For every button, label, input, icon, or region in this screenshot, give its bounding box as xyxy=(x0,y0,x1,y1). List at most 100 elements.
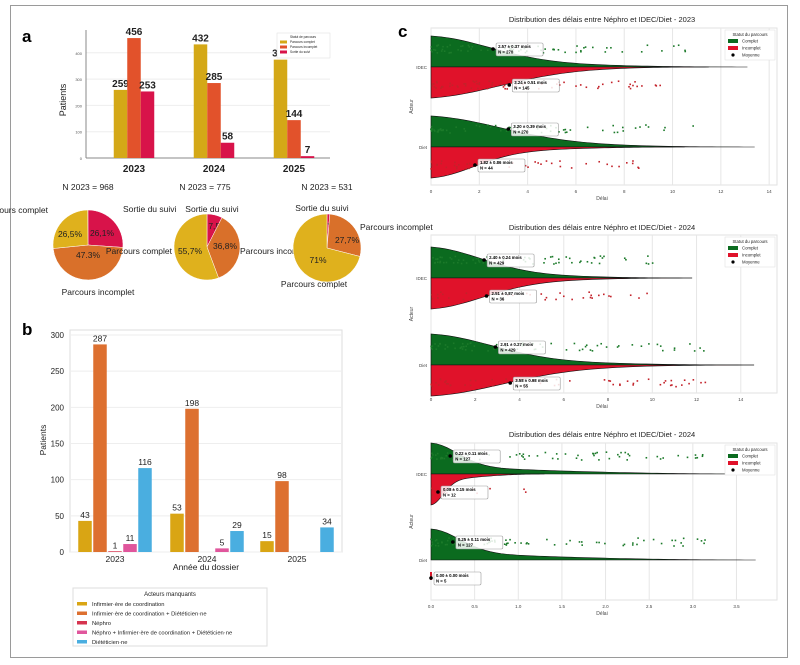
data-point xyxy=(434,539,437,542)
data-point xyxy=(611,165,613,168)
data-point xyxy=(544,48,546,50)
data-point xyxy=(552,48,555,51)
pie-slice-label: Sortie du suivi xyxy=(123,204,176,214)
data-point xyxy=(617,345,620,347)
legend: Acteurs manquants Infirmier·ère de coordi… xyxy=(72,587,268,647)
data-point xyxy=(431,297,434,300)
data-point xyxy=(536,455,539,457)
data-point xyxy=(435,381,437,384)
data-point xyxy=(472,259,474,261)
data-point xyxy=(564,51,566,54)
data-point xyxy=(601,257,604,259)
data-point xyxy=(584,46,587,48)
legend-swatch xyxy=(77,602,87,606)
data-point xyxy=(585,344,588,347)
legend-mean-marker xyxy=(731,53,735,57)
data-point xyxy=(430,457,432,460)
pie-percent-label: 71% xyxy=(309,255,326,265)
data-point xyxy=(447,382,449,385)
data-point xyxy=(514,542,516,544)
legend-label: Sortie du suivi xyxy=(290,50,310,54)
annotation-mean: 0.25 ± 0.11 mois xyxy=(458,537,491,542)
data-point xyxy=(433,489,436,492)
data-point xyxy=(430,574,433,576)
pie-percent-label: 36,8% xyxy=(213,241,238,251)
data-point xyxy=(631,344,634,346)
legend-title: Acteurs manquants xyxy=(144,592,196,598)
data-point xyxy=(454,347,456,350)
annotation-n: N = 36 xyxy=(492,297,505,302)
data-point xyxy=(610,46,612,49)
data-point xyxy=(622,544,625,547)
data-point xyxy=(632,382,635,385)
pie-slice-label: Sortie du suivi xyxy=(185,204,238,214)
pie-percent-label: 55,7% xyxy=(178,246,203,256)
data-point xyxy=(430,487,433,490)
data-point xyxy=(464,384,466,386)
legend-swatch xyxy=(728,461,738,465)
data-point xyxy=(470,87,473,90)
x-tick-label: 12 xyxy=(694,397,700,402)
data-point xyxy=(431,494,434,496)
bar-parcours-incomplet xyxy=(287,120,301,158)
annotation-box xyxy=(495,42,544,57)
annotation-mean: 2.91 ± 0.27 mois xyxy=(500,342,533,347)
data-point xyxy=(608,379,610,382)
data-point xyxy=(478,261,481,263)
data-point xyxy=(616,346,619,348)
legend-label: Complet xyxy=(742,39,759,44)
data-point xyxy=(463,345,465,348)
annotation-box xyxy=(489,289,537,304)
data-point xyxy=(441,293,444,296)
data-point xyxy=(457,86,459,88)
data-point xyxy=(431,293,433,296)
data-point xyxy=(505,544,508,546)
data-point xyxy=(586,260,589,263)
data-point xyxy=(544,298,547,301)
data-point xyxy=(437,297,439,300)
data-point xyxy=(478,82,481,84)
x-tick-label: 8 xyxy=(623,189,626,194)
bar xyxy=(78,520,92,552)
data-point xyxy=(602,293,605,296)
violin-chart-1: Distribution des délais entre Néphro et … xyxy=(409,15,778,202)
data-point xyxy=(558,84,561,86)
data-point xyxy=(557,48,560,51)
data-point xyxy=(446,452,449,454)
data-point xyxy=(637,537,639,539)
annotation-mean: 3.24 ± 0.51 mois xyxy=(514,80,547,85)
chart-title: Distribution des délais entre Néphro et … xyxy=(509,430,695,439)
data-point xyxy=(618,455,621,458)
data-point xyxy=(451,84,454,87)
panel-label-c: c xyxy=(398,22,407,41)
bar-value-label: 15 xyxy=(262,530,272,540)
data-point xyxy=(620,451,622,454)
x-axis-label: Délai xyxy=(596,404,607,410)
data-point xyxy=(437,345,440,347)
data-point xyxy=(449,85,451,88)
data-point xyxy=(545,296,548,299)
pie-slice xyxy=(292,213,361,283)
data-point xyxy=(579,84,582,86)
annotation-n: N = 44 xyxy=(480,166,493,171)
pie-slice-label: Parcours incomplet xyxy=(240,246,313,256)
legend-label: Incomplet xyxy=(742,46,761,51)
data-point xyxy=(457,261,459,264)
data-point xyxy=(632,84,634,87)
bar-value-label: 53 xyxy=(172,503,182,513)
mean-marker xyxy=(506,127,511,131)
annotation-box xyxy=(498,340,546,355)
x-tick-label: 2024 xyxy=(198,554,217,564)
data-point xyxy=(431,348,433,351)
data-point xyxy=(688,382,690,385)
data-point xyxy=(475,257,478,260)
data-point xyxy=(674,539,677,542)
legend-title: Statut du parcours xyxy=(732,447,767,452)
data-point xyxy=(598,459,600,461)
data-point xyxy=(487,385,490,387)
data-point xyxy=(588,291,590,293)
data-point xyxy=(436,164,438,166)
data-point xyxy=(439,342,441,345)
data-point xyxy=(546,538,548,541)
data-point xyxy=(473,81,476,84)
